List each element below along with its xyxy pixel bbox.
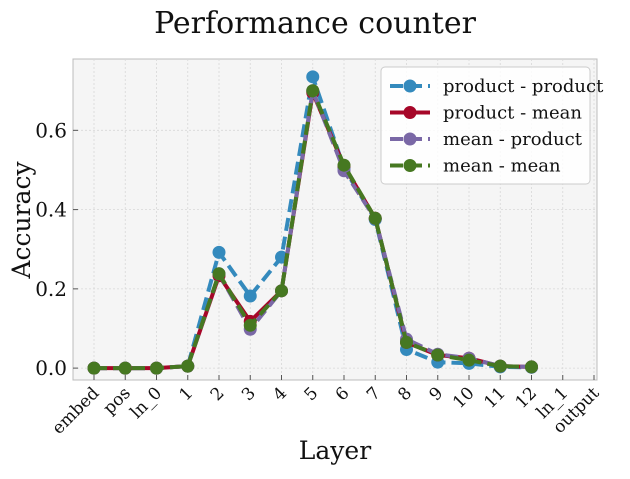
y-tick-label: 0.2 [35, 277, 67, 301]
x-tick-label: ln_0 [127, 383, 166, 422]
x-tick-label: 3 [238, 383, 260, 405]
data-point [243, 289, 257, 303]
data-point [212, 245, 226, 259]
x-tick-label: 2 [207, 383, 229, 405]
legend-swatch-marker [403, 159, 417, 172]
data-point [212, 267, 226, 281]
data-point [118, 361, 132, 375]
data-point [243, 318, 257, 332]
y-tick-label: 0.0 [35, 356, 67, 380]
legend-swatch-marker [403, 106, 417, 119]
x-tick-label: 5 [300, 383, 322, 405]
data-point [462, 353, 476, 367]
legend-label: mean - product [443, 129, 583, 150]
legend-item: product - mean [390, 103, 582, 124]
data-point [400, 335, 413, 349]
data-point [431, 348, 445, 362]
legend: product - product product - mean mean - pr… [380, 66, 604, 185]
y-tick-label: 0.6 [35, 118, 67, 142]
legend-label: mean - mean [443, 156, 561, 177]
legend-item: product - product [390, 76, 604, 97]
y-tick-label: 0.4 [35, 198, 67, 222]
y-axis-label: Accuracy [7, 161, 36, 280]
x-tick-label: 1 [175, 383, 197, 405]
x-tick-label: embed [48, 383, 103, 438]
x-tick-label: 6 [332, 383, 354, 405]
legend-label: product - product [443, 76, 604, 97]
data-point [181, 359, 195, 373]
chart-title: Performance counter [154, 6, 477, 41]
legend-box [380, 66, 591, 185]
data-point [368, 211, 382, 225]
x-tick-label: 9 [425, 383, 447, 405]
data-point [87, 361, 101, 375]
legend-item: mean - mean [390, 156, 561, 177]
series-group [87, 70, 538, 375]
data-point [150, 361, 163, 375]
legend-swatch-marker [403, 79, 417, 93]
legend-label: product - mean [443, 103, 582, 124]
data-point [306, 84, 320, 98]
data-point [275, 284, 288, 298]
x-tick-label: 4 [269, 383, 291, 405]
data-point [493, 359, 507, 373]
legend-item: mean - product [390, 129, 583, 150]
data-point [525, 360, 538, 374]
x-tick-label: 7 [363, 383, 385, 405]
x-tick-label: 10 [449, 383, 478, 412]
x-tick-label: pos [100, 383, 135, 418]
legend-swatch-marker [403, 132, 417, 146]
x-axis-label: Layer [299, 436, 371, 465]
data-point [337, 158, 351, 172]
series-mean-mean [87, 84, 538, 375]
data-point [306, 70, 320, 84]
x-tick-label: 8 [394, 383, 416, 405]
x-tick-label: 11 [480, 383, 509, 412]
